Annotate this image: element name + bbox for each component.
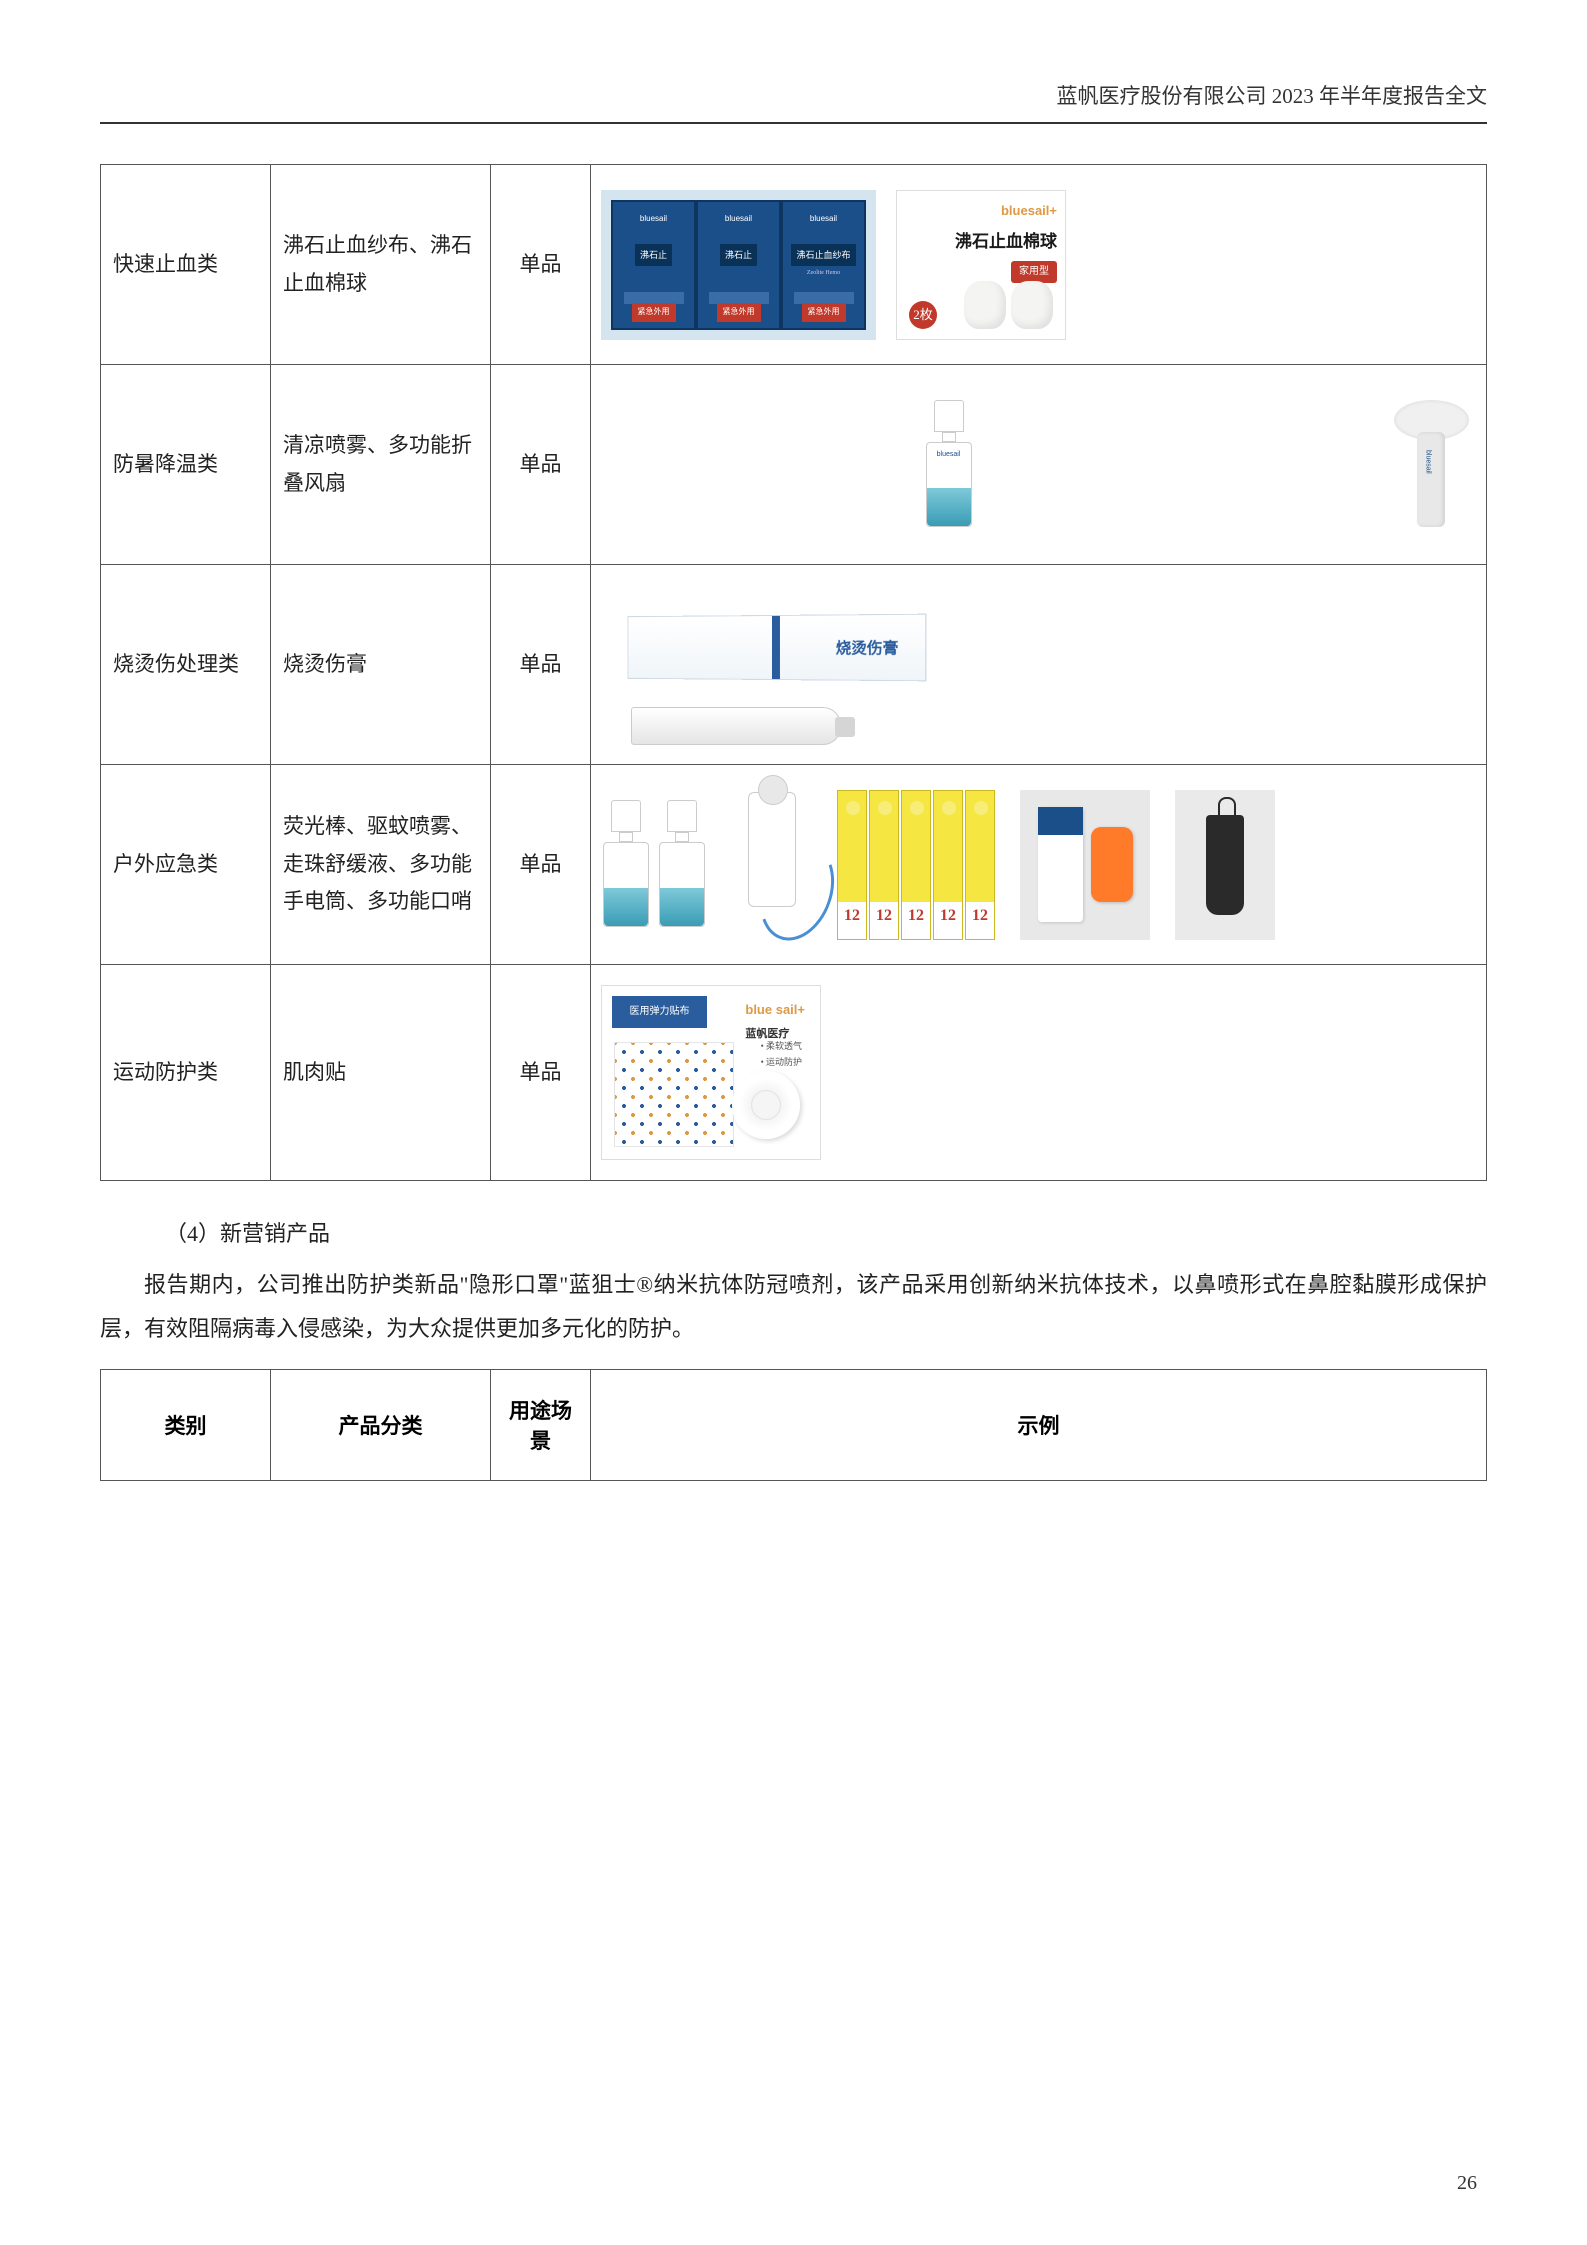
- cell-products: 沸石止血纱布、沸石止血棉球: [271, 165, 491, 365]
- cell-category: 运动防护类: [101, 965, 271, 1181]
- section-title: （4）新营销产品: [165, 1216, 1487, 1248]
- cell-products: 荧光棒、驱蚊喷雾、走珠舒缓液、多功能手电筒、多功能口哨: [271, 765, 491, 965]
- cotton-title: 沸石止血棉球: [905, 227, 1057, 258]
- cell-category: 户外应急类: [101, 765, 271, 965]
- header-example: 示例: [591, 1370, 1487, 1481]
- folding-fan-image: bluesail: [1386, 400, 1476, 530]
- pouch-foot: 紧急外用: [717, 303, 761, 321]
- fan-brand: bluesail: [1421, 450, 1434, 474]
- flashlight-image: [1020, 790, 1150, 940]
- body-paragraph: 报告期内，公司推出防护类新品"隐形口罩"蓝狙士®纳米抗体防冠喷剂，该产品采用创新…: [100, 1263, 1487, 1351]
- page-number: 26: [1457, 2172, 1477, 2195]
- tape-header: 医用弹力贴布: [612, 996, 707, 1028]
- pouch-foot: 紧急外用: [632, 303, 676, 321]
- pouch-brand: bluesail: [810, 212, 837, 226]
- pouch-brand: bluesail: [640, 212, 667, 226]
- glow-stick-image: [837, 790, 995, 940]
- cell-image: 烧烫伤膏: [591, 565, 1487, 765]
- cell-usage: 单品: [491, 165, 591, 365]
- cotton-count: 2枚: [909, 301, 937, 329]
- cell-category: 烧烫伤处理类: [101, 565, 271, 765]
- brand-text: bluesail: [1001, 203, 1049, 218]
- spray-brand: bluesail: [927, 449, 971, 462]
- cell-products: 清凉喷雾、多功能折叠风扇: [271, 365, 491, 565]
- table-row: 户外应急类 荧光棒、驱蚊喷雾、走珠舒缓液、多功能手电筒、多功能口哨 单品: [101, 765, 1487, 965]
- product-table-2: 类别 产品分类 用途场景 示例: [100, 1369, 1487, 1481]
- pouch-brand: bluesail: [725, 212, 752, 226]
- cell-usage: 单品: [491, 365, 591, 565]
- repellent-spray-image: [601, 800, 707, 930]
- cell-category: 快速止血类: [101, 165, 271, 365]
- roll-on-image: [732, 792, 812, 937]
- hemostatic-pouch-image: bluesail 沸石止 紧急外用 bluesail 沸石止 紧急外用: [601, 190, 876, 340]
- cell-products: 肌肉贴: [271, 965, 491, 1181]
- cell-image: 医用弹力贴布 blue sail+蓝帆医疗 • 柔软透气• 运动防护: [591, 965, 1487, 1181]
- cell-category: 防暑降温类: [101, 365, 271, 565]
- burn-ointment-image: 烧烫伤膏: [621, 615, 941, 715]
- whistle-image: [1175, 790, 1275, 940]
- pouch-title: 沸石止: [635, 244, 672, 266]
- pouch-title: 沸石止血纱布: [791, 244, 855, 266]
- table-row: 防暑降温类 清凉喷雾、多功能折叠风扇 单品 bluesail bluesail: [101, 365, 1487, 565]
- product-table-1: 快速止血类 沸石止血纱布、沸石止血棉球 单品 bluesail 沸石止 紧急外用…: [100, 164, 1487, 1181]
- brand-plus: +: [1049, 203, 1057, 218]
- cooling-spray-image: bluesail: [924, 400, 974, 530]
- pouch-foot: 紧急外用: [802, 303, 846, 321]
- cell-products: 烧烫伤膏: [271, 565, 491, 765]
- cell-image: [591, 765, 1487, 965]
- page-header: 蓝帆医疗股份有限公司 2023 年半年度报告全文: [100, 80, 1487, 124]
- tape-features: • 柔软透气• 运动防护: [761, 1038, 802, 1070]
- header-category: 类别: [101, 1370, 271, 1481]
- cell-usage: 单品: [491, 965, 591, 1181]
- table-row: 快速止血类 沸石止血纱布、沸石止血棉球 单品 bluesail 沸石止 紧急外用…: [101, 165, 1487, 365]
- ointment-label: 烧烫伤膏: [836, 635, 899, 663]
- cell-usage: 单品: [491, 765, 591, 965]
- table-row: 运动防护类 肌肉贴 单品 医用弹力贴布 blue sail+蓝帆医疗 • 柔软透…: [101, 965, 1487, 1181]
- cell-usage: 单品: [491, 565, 591, 765]
- kinesio-tape-image: 医用弹力贴布 blue sail+蓝帆医疗 • 柔软透气• 运动防护: [601, 985, 821, 1160]
- header-product: 产品分类: [271, 1370, 491, 1481]
- pouch-sub: Zeolite Hemo: [807, 268, 840, 279]
- pouch-title: 沸石止: [720, 244, 757, 266]
- table-header-row: 类别 产品分类 用途场景 示例: [101, 1370, 1487, 1481]
- table-row: 烧烫伤处理类 烧烫伤膏 单品 烧烫伤膏: [101, 565, 1487, 765]
- cell-image: bluesail bluesail: [591, 365, 1487, 565]
- cotton-ball-image: bluesail+ 沸石止血棉球 家用型 2枚: [896, 190, 1066, 340]
- cell-image: bluesail 沸石止 紧急外用 bluesail 沸石止 紧急外用: [591, 165, 1487, 365]
- header-usage: 用途场景: [491, 1370, 591, 1481]
